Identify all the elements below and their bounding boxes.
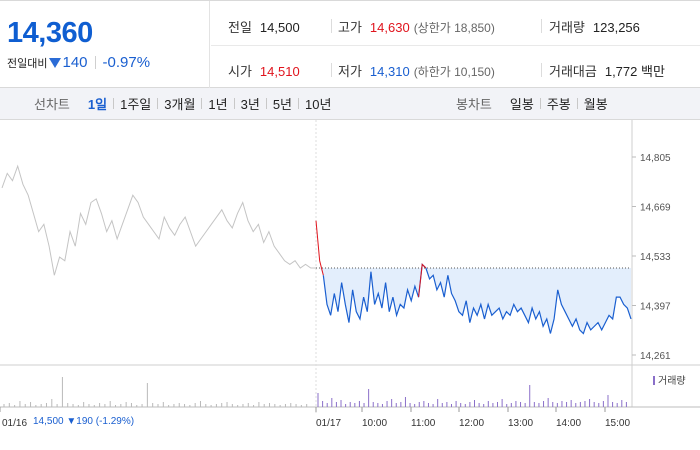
- open-value: 14,510: [259, 64, 300, 79]
- tab-10-years[interactable]: 10년: [305, 97, 332, 112]
- volume-label: 거래량: [549, 20, 585, 35]
- x-tick-label: 11:00: [411, 418, 436, 429]
- high-stat: 고가 14,630 (상한가 18,850): [338, 17, 495, 36]
- divider: [94, 56, 96, 69]
- prev-session-change: 190: [76, 416, 93, 427]
- x-tick-label: 15:00: [605, 418, 630, 429]
- opening-up-segment: [315, 220, 324, 276]
- open-stat: 시가 14,510: [228, 61, 300, 80]
- current-session-line: [322, 263, 632, 335]
- tab-3-months[interactable]: 3개월: [164, 97, 196, 112]
- candle-chart-title: 봉차트: [456, 97, 492, 112]
- tab-5-years[interactable]: 5년: [272, 97, 293, 112]
- change-amount: 140: [62, 54, 88, 71]
- change-percent: -0.97%: [102, 54, 151, 71]
- turnover-value: 1,772 백만: [604, 64, 665, 79]
- lower-limit: (하한가 10,150): [413, 65, 495, 79]
- tab-1-year[interactable]: 1년: [208, 97, 228, 112]
- turnover-label: 거래대금: [549, 64, 597, 79]
- x-tick-label: 13:00: [508, 418, 533, 429]
- period-tab-bar: 선차트 1일 1주일 3개월 1년 3년 5년 10년 봉차트 일봉 주봉 월봉: [0, 88, 700, 120]
- y-tick-label: 14,261: [640, 351, 671, 362]
- divider: [113, 98, 115, 109]
- current-price: 14,360: [7, 17, 93, 49]
- prev-session-info: 14,500 ▼190 (-1.29%): [33, 416, 134, 427]
- x-tick-label: 12:00: [459, 418, 484, 429]
- divider: [157, 98, 159, 109]
- divider: [201, 98, 203, 109]
- turnover-stat: 거래대금 1,772 백만: [549, 61, 665, 80]
- prev-close-stat: 전일 14,500: [228, 17, 300, 36]
- candle-chart-tabs: 봉차트 일봉 주봉 월봉: [456, 88, 614, 119]
- divider: [331, 19, 332, 33]
- y-tick-label: 14,533: [640, 252, 671, 263]
- prev-close-value: 14,500: [259, 20, 300, 35]
- y-tick-label: 14,805: [640, 153, 671, 164]
- volume-stat: 거래량 123,256: [549, 17, 640, 36]
- down-triangle-icon: [49, 57, 62, 68]
- low-value: 14,310: [369, 64, 410, 79]
- change-row: 전일대비 140 -0.97%: [7, 54, 150, 71]
- x-tick-label: 01/16: [2, 418, 27, 429]
- tab-monthly-candle[interactable]: 월봉: [583, 97, 608, 112]
- divider: [576, 98, 578, 109]
- price-chart-svg: 14,805 14,669 14,533 14,397 14,261 01/17 10:0…: [0, 120, 700, 429]
- divider: [331, 63, 332, 77]
- divider: [298, 98, 300, 109]
- high-label: 고가: [338, 20, 362, 35]
- tab-weekly-candle[interactable]: 주봉: [546, 97, 571, 112]
- prev-session-down-icon: ▼: [63, 416, 77, 427]
- below-reference-fill: [316, 268, 631, 334]
- x-tick-label: 01/17: [316, 418, 341, 429]
- prev-session-pct: (-1.29%): [95, 416, 135, 427]
- high-value: 14,630: [369, 20, 410, 35]
- row-divider: [211, 45, 700, 46]
- tab-1-day[interactable]: 1일: [87, 97, 108, 112]
- y-tick-label: 14,397: [640, 302, 671, 313]
- up-segment: [418, 263, 427, 298]
- current-price-box: 14,360 전일대비 140 -0.97%: [0, 1, 210, 88]
- volume-swatch: [653, 376, 655, 385]
- change-label: 전일대비: [7, 57, 48, 70]
- line-chart-title: 선차트: [34, 97, 70, 112]
- tab-daily-candle[interactable]: 일봉: [509, 97, 534, 112]
- divider: [541, 63, 542, 77]
- volume-legend: 거래량: [653, 372, 686, 387]
- tab-3-years[interactable]: 3년: [240, 97, 260, 112]
- open-label: 시가: [228, 64, 252, 79]
- prev-close-label: 전일: [228, 20, 252, 35]
- x-tick-label: 10:00: [362, 418, 387, 429]
- divider: [541, 19, 542, 33]
- low-label: 저가: [338, 64, 362, 79]
- tab-1-week[interactable]: 1주일: [120, 97, 152, 112]
- x-tick-label: 14:00: [556, 418, 581, 429]
- price-chart[interactable]: 14,805 14,669 14,533 14,397 14,261 01/17 10:0…: [0, 120, 700, 450]
- volume-value: 123,256: [592, 20, 640, 35]
- prev-session-line: [1, 164, 316, 276]
- volume-legend-label: 거래량: [658, 376, 686, 387]
- line-chart-tabs: 선차트 1일 1주일 3개월 1년 3년 5년 10년: [34, 88, 337, 119]
- divider: [539, 98, 541, 109]
- upper-limit: (상한가 18,850): [413, 21, 495, 35]
- prev-session-price: 14,500: [33, 416, 64, 427]
- price-summary: 14,360 전일대비 140 -0.97% 전일 14,500 고가 14,6…: [0, 0, 700, 88]
- divider: [233, 98, 235, 109]
- y-tick-label: 14,669: [640, 203, 671, 214]
- divider: [265, 98, 267, 109]
- low-stat: 저가 14,310 (하한가 10,150): [338, 61, 495, 80]
